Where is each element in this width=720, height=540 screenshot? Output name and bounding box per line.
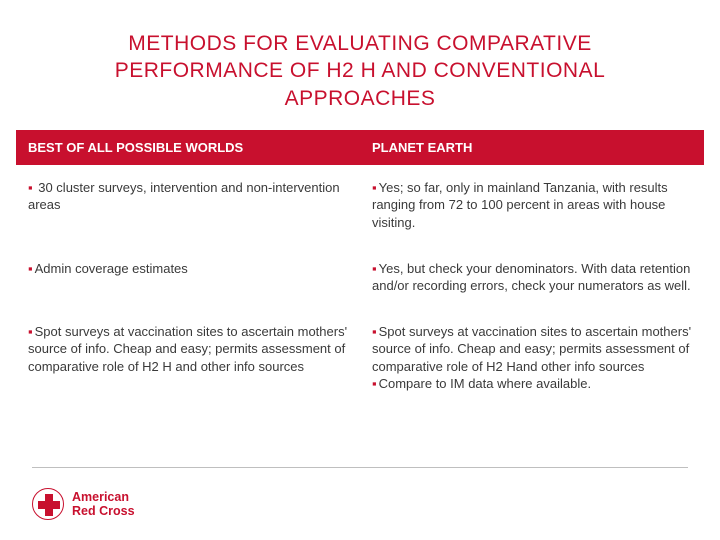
cell-left: ▪ 30 cluster surveys, intervention and n… xyxy=(16,165,360,246)
cell-text: Yes, but check your denominators. With d… xyxy=(372,261,691,294)
cell-text: Compare to IM data where available. xyxy=(379,376,591,391)
bullet-icon: ▪ xyxy=(372,324,377,339)
bullet-icon: ▪ xyxy=(28,180,33,195)
table-row: ▪Spot surveys at vaccination sites to as… xyxy=(16,309,704,407)
footer-divider xyxy=(32,467,688,468)
bullet-icon: ▪ xyxy=(28,261,33,276)
cell-right: ▪Yes; so far, only in mainland Tanzania,… xyxy=(360,165,704,246)
bullet-icon: ▪ xyxy=(372,180,377,195)
cell-text: Spot surveys at vaccination sites to asc… xyxy=(372,324,691,374)
cell-text: Admin coverage estimates xyxy=(35,261,188,276)
bullet-icon: ▪ xyxy=(372,376,377,391)
table-header-row: BEST OF ALL POSSIBLE WORLDS PLANET EARTH xyxy=(16,130,704,165)
table-row: ▪Admin coverage estimates ▪Yes, but chec… xyxy=(16,246,704,309)
red-cross-icon xyxy=(32,488,64,520)
cell-right: ▪Yes, but check your denominators. With … xyxy=(360,246,704,309)
bullet-icon: ▪ xyxy=(28,324,33,339)
table-header-left: BEST OF ALL POSSIBLE WORLDS xyxy=(16,130,360,165)
bullet-icon: ▪ xyxy=(372,261,377,276)
cell-text: Spot surveys at vaccination sites to asc… xyxy=(28,324,347,374)
cell-right: ▪Spot surveys at vaccination sites to as… xyxy=(360,309,704,407)
cell-left: ▪Spot surveys at vaccination sites to as… xyxy=(16,309,360,407)
cell-left: ▪Admin coverage estimates xyxy=(16,246,360,309)
footer-logo: American Red Cross xyxy=(32,488,135,520)
table-header-right: PLANET EARTH xyxy=(360,130,704,165)
cell-text: 30 cluster surveys, intervention and non… xyxy=(28,180,340,213)
cell-text: Yes; so far, only in mainland Tanzania, … xyxy=(372,180,668,230)
comparison-table: BEST OF ALL POSSIBLE WORLDS PLANET EARTH… xyxy=(16,130,704,407)
table-row: ▪ 30 cluster surveys, intervention and n… xyxy=(16,165,704,246)
slide-title: METHODS FOR EVALUATING COMPARATIVE PERFO… xyxy=(0,0,720,130)
logo-line1: American xyxy=(72,490,135,504)
logo-line2: Red Cross xyxy=(72,504,135,518)
logo-text: American Red Cross xyxy=(72,490,135,519)
